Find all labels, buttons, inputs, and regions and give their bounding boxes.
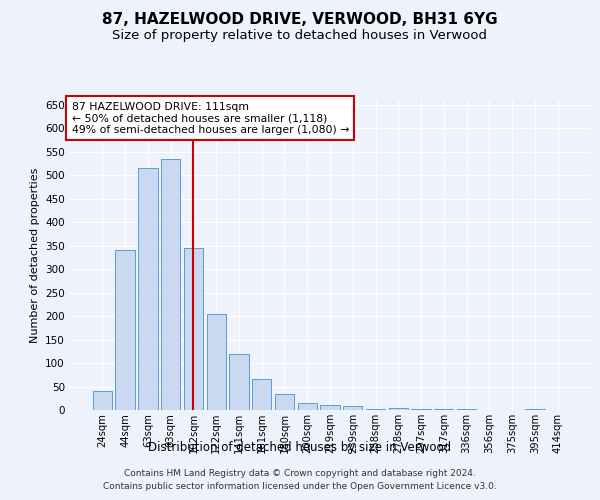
- Bar: [525, 409, 545, 410]
- Text: 87, HAZELWOOD DRIVE, VERWOOD, BH31 6YG: 87, HAZELWOOD DRIVE, VERWOOD, BH31 6YG: [102, 12, 498, 28]
- Bar: [252, 380, 271, 410]
- Bar: [366, 409, 385, 410]
- Bar: [298, 403, 317, 410]
- Bar: [138, 168, 158, 410]
- Bar: [412, 409, 431, 410]
- Bar: [275, 394, 294, 410]
- Bar: [161, 158, 181, 410]
- Bar: [434, 409, 454, 410]
- Bar: [343, 406, 362, 410]
- Bar: [115, 250, 135, 410]
- Text: Distribution of detached houses by size in Verwood: Distribution of detached houses by size …: [148, 441, 452, 454]
- Bar: [457, 409, 476, 410]
- Bar: [184, 248, 203, 410]
- Y-axis label: Number of detached properties: Number of detached properties: [29, 168, 40, 342]
- Bar: [389, 408, 408, 410]
- Bar: [93, 391, 112, 410]
- Text: Size of property relative to detached houses in Verwood: Size of property relative to detached ho…: [113, 29, 487, 42]
- Bar: [229, 354, 248, 410]
- Bar: [206, 314, 226, 410]
- Bar: [320, 406, 340, 410]
- Text: Contains HM Land Registry data © Crown copyright and database right 2024.: Contains HM Land Registry data © Crown c…: [124, 468, 476, 477]
- Text: 87 HAZELWOOD DRIVE: 111sqm
← 50% of detached houses are smaller (1,118)
49% of s: 87 HAZELWOOD DRIVE: 111sqm ← 50% of deta…: [71, 102, 349, 134]
- Text: Contains public sector information licensed under the Open Government Licence v3: Contains public sector information licen…: [103, 482, 497, 491]
